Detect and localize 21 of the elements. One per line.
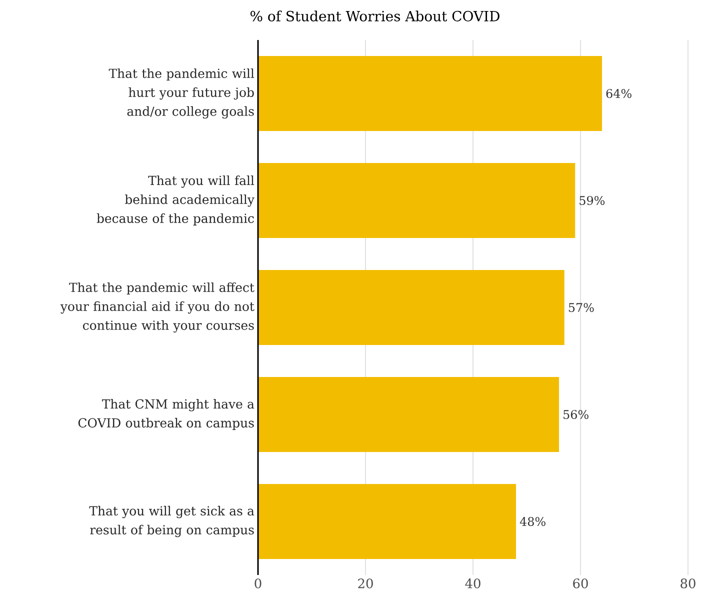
bar: [258, 377, 559, 452]
data-label: 59%: [580, 196, 605, 206]
y-tick-label: That the pandemic will affect your financial aid if you do not continue with your courses: [60, 282, 254, 333]
x-tick-label: 20: [358, 578, 373, 588]
y-tick-label: That you will get sick as a result of being on campus: [89, 506, 254, 538]
chart-title: % of Student Worries About COVID: [250, 10, 500, 22]
data-label: 64%: [606, 88, 632, 98]
data-label: 56%: [564, 410, 588, 420]
data-label: 57%: [568, 302, 594, 312]
bar: [258, 163, 576, 238]
y-tick-label: That CNM might have a COVID outbreak on campus: [78, 398, 254, 430]
x-tick-label: 0: [254, 578, 262, 588]
x-tick-label: 40: [465, 578, 480, 588]
y-tick-label: That the pandemic will hurt your future job and/or college goals: [108, 68, 254, 119]
x-tick-label: 80: [680, 578, 696, 588]
x-tick-label: 60: [573, 578, 588, 588]
data-label: 48%: [520, 516, 546, 526]
bar: [258, 56, 602, 131]
bar: [258, 484, 516, 559]
y-tick-label: That you will fall behind academically because of the pandemic: [96, 176, 254, 226]
bar: [258, 270, 564, 345]
